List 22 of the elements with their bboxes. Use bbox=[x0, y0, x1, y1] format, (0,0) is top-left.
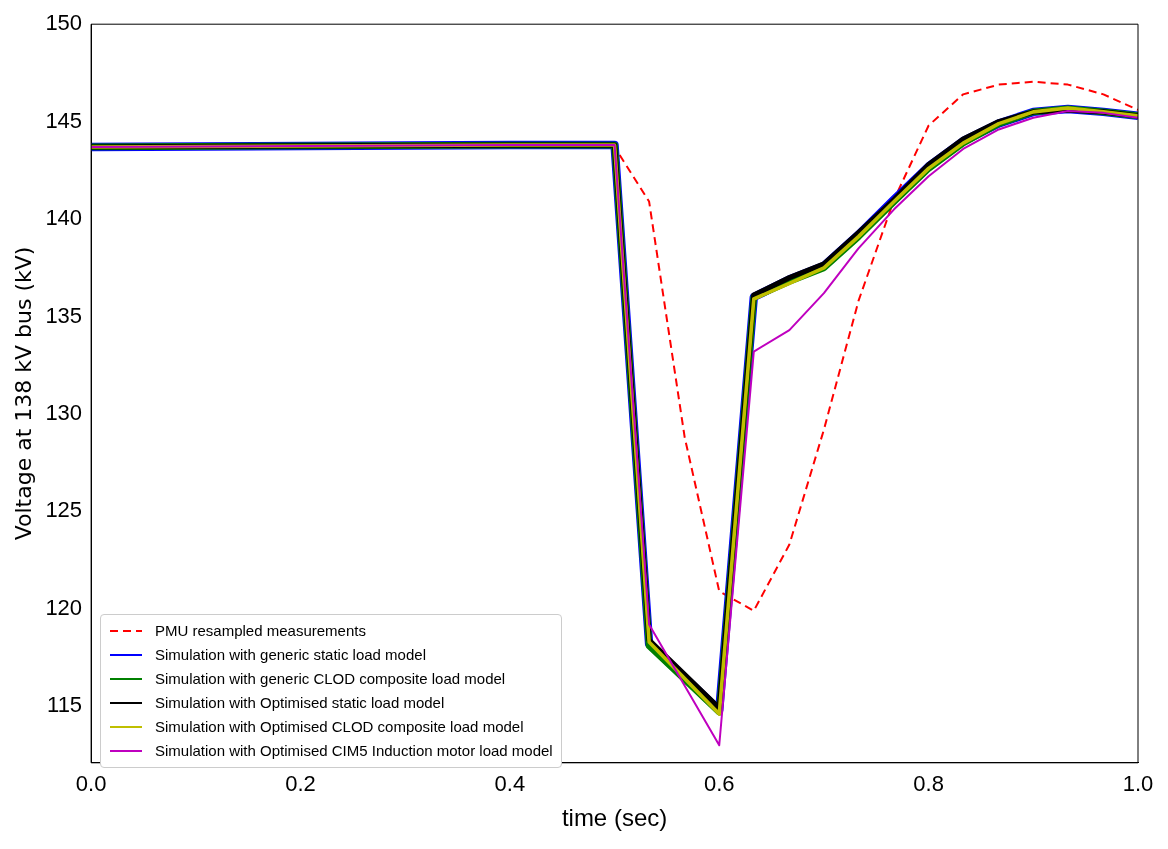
y-tick-label: 150 bbox=[45, 10, 83, 36]
legend-label: Simulation with Optimised CLOD composite load model bbox=[155, 717, 524, 737]
x-axis-title: time (sec) bbox=[561, 804, 668, 832]
y-tick-label: 145 bbox=[45, 107, 83, 133]
legend-label: Simulation with generic CLOD composite load model bbox=[155, 669, 506, 689]
legend-label: PMU resampled measurements bbox=[155, 621, 366, 641]
x-tick-label: 1.0 bbox=[1122, 771, 1154, 797]
x-tick-label: 0.8 bbox=[913, 771, 944, 797]
x-tick-label: 0.4 bbox=[494, 771, 526, 797]
y-tick-label: 125 bbox=[45, 497, 83, 523]
y-axis-title: Voltage at 138 kV bus (kV) bbox=[10, 246, 36, 541]
y-tick-label: 135 bbox=[45, 302, 83, 328]
y-tick-label: 115 bbox=[47, 692, 83, 718]
x-tick-label: 0.2 bbox=[285, 771, 316, 797]
x-tick-label: 0.0 bbox=[75, 771, 107, 797]
x-tick-label: 0.6 bbox=[703, 771, 735, 797]
y-tick-label: 140 bbox=[45, 205, 83, 231]
legend-label: Simulation with Optimised CIM5 Induction motor load model bbox=[155, 741, 553, 761]
legend-label: Simulation with generic static load model bbox=[155, 645, 426, 665]
y-tick-label: 130 bbox=[45, 400, 83, 426]
legend-label: Simulation with Optimised static load model bbox=[155, 693, 445, 713]
y-tick-label: 120 bbox=[45, 594, 83, 620]
